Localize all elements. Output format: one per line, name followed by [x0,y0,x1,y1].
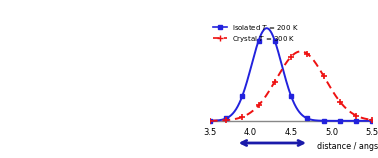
Legend: Isolated $T$ = 200 K, Crystal $T$ = 300 K: Isolated $T$ = 200 K, Crystal $T$ = 300 … [210,20,302,47]
Text: distance / angstrom: distance / angstrom [317,142,378,151]
